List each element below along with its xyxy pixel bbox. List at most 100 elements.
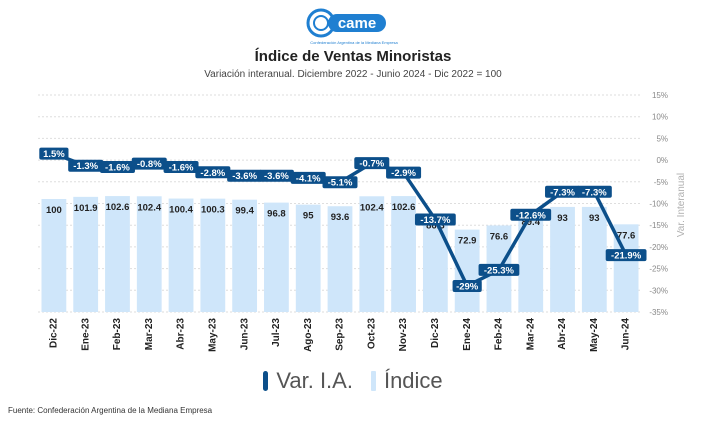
x-tick-label: Jun-23 [239, 318, 250, 351]
line-point: -21.9% [605, 249, 647, 262]
bar-data-label: 93.6 [331, 212, 350, 223]
y2-tick-label: 5% [656, 134, 668, 143]
x-tick-label: Oct-23 [366, 318, 377, 350]
line-data-label: -25.3% [484, 265, 515, 276]
line-point: -25.3% [478, 263, 520, 276]
legend-item-var-ia: Var. I.A. [263, 368, 353, 394]
bar [359, 196, 385, 312]
legend-line-swatch [263, 371, 269, 391]
bar-data-label: 102.4 [137, 202, 161, 213]
x-tick-label: Mar-23 [144, 318, 155, 351]
x-tick-label: Feb-24 [494, 318, 505, 351]
bar-data-label: 100.3 [201, 205, 225, 216]
x-tick-label: Mar-24 [525, 318, 536, 351]
line-point: -1.6% [163, 161, 199, 174]
line-data-label: -2.9% [391, 168, 416, 179]
bar-data-label: 93 [589, 213, 600, 224]
line-data-label: -1.6% [105, 163, 130, 174]
x-tick-label: Feb-23 [112, 318, 123, 351]
bar [264, 202, 289, 312]
bar [581, 206, 607, 312]
line-point: -1.3% [68, 159, 104, 172]
line-data-label: -2.8% [200, 168, 225, 179]
line-point: -29% [452, 279, 482, 292]
line-point: -7.3% [576, 185, 612, 198]
bar [295, 204, 321, 312]
x-tick-label: Ene-23 [80, 318, 91, 351]
bar-data-label: 77.6 [617, 230, 636, 241]
x-tick-label: Dic-23 [430, 318, 441, 348]
legend-bar-swatch [370, 371, 376, 391]
bar [327, 206, 353, 312]
y2-tick-label: -10% [649, 200, 668, 209]
bar-data-label: 102.6 [392, 202, 416, 213]
legend-label-var-ia: Var. I.A. [276, 368, 353, 393]
bar-data-label: 100.4 [169, 205, 193, 216]
line-point-marker [163, 161, 199, 174]
source-note: Fuente: Confederación Argentina de la Me… [8, 406, 213, 415]
x-tick-label: Nov-23 [398, 318, 409, 352]
bar-data-label: 101.9 [74, 203, 98, 214]
legend-label-indice: Índice [383, 368, 443, 393]
x-tick-label: Jul-23 [271, 318, 282, 347]
line-data-label: -0.8% [137, 159, 162, 170]
y2-tick-label: -25% [649, 265, 668, 274]
line-point: -12.6% [510, 208, 552, 221]
logo-text: came [338, 15, 376, 32]
line-point-marker [68, 159, 104, 172]
bar-data-label: 96.8 [267, 209, 286, 220]
x-tick-label: Ago-23 [303, 318, 314, 352]
y2-tick-label: -20% [649, 243, 668, 252]
bar [41, 199, 67, 312]
line-data-label: -7.3% [550, 187, 575, 198]
bar [168, 198, 194, 312]
bar [105, 196, 130, 312]
line-data-label: -1.3% [73, 161, 98, 172]
line-point: -2.9% [386, 166, 422, 179]
line-point: -7.3% [545, 185, 581, 198]
line-point-marker [227, 169, 263, 182]
line-point-marker [131, 157, 167, 170]
line-point-marker [478, 263, 520, 276]
bar-data-label: 72.9 [458, 236, 477, 247]
line-point-marker [290, 171, 326, 184]
bar-data-label: 100 [46, 205, 62, 216]
line-point: -0.8% [131, 157, 167, 170]
line-point-marker [576, 185, 612, 198]
legend-item-indice: Índice [370, 368, 443, 394]
x-tick-label: Abr-23 [176, 318, 187, 350]
line-point: -3.6% [227, 169, 263, 182]
line-point-marker [354, 157, 390, 170]
line-point-marker [510, 208, 552, 221]
legend: Var. I.A. Índice [0, 368, 706, 394]
line-point: -1.6% [99, 161, 135, 174]
line-point: -4.1% [290, 171, 326, 184]
line-point-marker [99, 161, 135, 174]
line-point-marker [545, 185, 581, 198]
line-point-marker [452, 279, 482, 292]
line-data-label: -3.6% [232, 171, 257, 182]
came-logo: came Confederación Argentina de la Media… [306, 8, 398, 45]
line-point: -5.1% [322, 176, 358, 189]
line-point: -2.8% [195, 166, 231, 179]
bar-data-label: 76.6 [490, 231, 509, 242]
bar-data-label: 89.4 [521, 217, 540, 228]
y2-tick-label: 10% [652, 113, 668, 122]
line-point-marker [605, 249, 647, 262]
y2-tick-label: 0% [656, 156, 668, 165]
bar [550, 206, 575, 312]
line-data-label: -3.6% [264, 171, 289, 182]
y2-tick-label: -5% [654, 178, 668, 187]
line-point-marker [258, 169, 294, 182]
x-tick-label: Ene-24 [462, 318, 473, 351]
x-tick-label: May-23 [207, 318, 218, 352]
bar-data-label: 102.6 [106, 202, 130, 213]
line-point-marker [414, 213, 456, 226]
logo-subtext: Confederación Argentina de la Mediana Em… [310, 40, 398, 45]
line-data-label: -29% [456, 281, 479, 292]
bar [232, 199, 258, 312]
y2-tick-label: -35% [649, 308, 668, 317]
line-data-label: -1.6% [169, 163, 194, 174]
line-data-label: 1.5% [43, 149, 65, 160]
line-data-label: -13.7% [420, 215, 451, 226]
